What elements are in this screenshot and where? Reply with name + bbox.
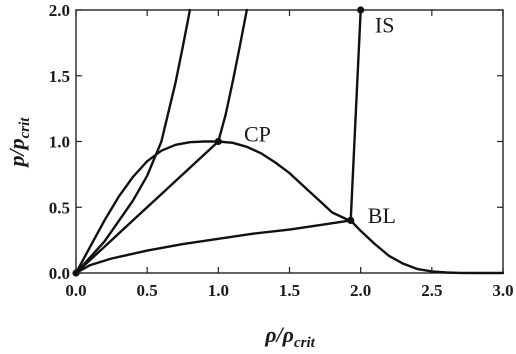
y-tick-label: 1.5 <box>49 67 70 86</box>
curve-1 <box>74 140 505 275</box>
x-tick-label: 0.0 <box>65 281 86 300</box>
x-tick-label: 2.0 <box>350 281 371 300</box>
x-tick-label: 3.0 <box>492 281 513 300</box>
x-tick-label: 1.5 <box>279 281 300 300</box>
y-tick-label: 2.0 <box>49 1 70 20</box>
y-axis-title: p/pcrit <box>4 117 33 169</box>
cp-point <box>214 137 222 146</box>
annotations-group: CP BL IS <box>244 12 396 228</box>
x-tick-label: 2.5 <box>421 281 442 300</box>
curve-3 <box>74 8 248 275</box>
bl-point <box>347 216 355 224</box>
points-group <box>72 6 365 277</box>
origin-point <box>72 269 80 277</box>
y-tick-label: 0.5 <box>49 198 70 217</box>
is-point <box>357 6 365 14</box>
x-tick-label: 1.0 <box>208 281 229 300</box>
is-label: IS <box>375 12 395 37</box>
y-tick-label: 0.0 <box>49 264 70 283</box>
x-tick-label: 0.5 <box>137 281 158 300</box>
curve-2 <box>74 8 192 275</box>
x-axis-title: ρ/ρcrit <box>264 322 315 351</box>
plot-frame <box>75 9 504 274</box>
axis-ticks: 0.0 0.5 1.0 1.5 2.0 2.5 3.0 0.0 0.5 1.0 1.5 2.0 <box>49 1 514 300</box>
cp-label: CP <box>244 122 271 147</box>
curve-4 <box>74 8 362 275</box>
y-tick-label: 1.0 <box>49 133 70 152</box>
curves-group <box>74 8 505 275</box>
bl-label: BL <box>368 203 396 228</box>
